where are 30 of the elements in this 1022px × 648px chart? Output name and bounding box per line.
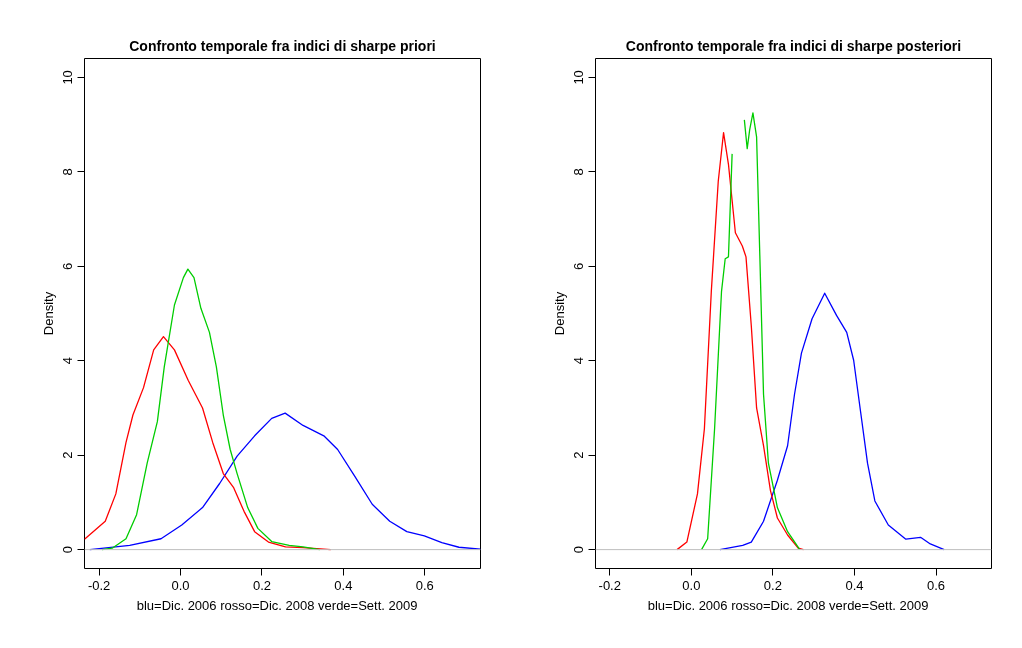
x-tick-label: 0.2 bbox=[252, 577, 271, 593]
y-tick-label: 8 bbox=[60, 168, 76, 176]
y-tick-label: 0 bbox=[60, 545, 76, 554]
y-tick-label: 4 bbox=[571, 357, 587, 365]
y-axis-title: Density bbox=[551, 291, 567, 336]
y-tick-label: 2 bbox=[571, 451, 587, 459]
y-tick-label: 10 bbox=[60, 70, 76, 85]
x-tick-label: -0.2 bbox=[598, 577, 621, 593]
y-tick-label: 8 bbox=[571, 168, 587, 176]
y-axis-title: Density bbox=[40, 291, 56, 336]
x-tick-label: 0.4 bbox=[845, 577, 864, 593]
y-tick-label: 0 bbox=[571, 545, 587, 554]
x-tick-label: 0.6 bbox=[415, 577, 434, 593]
x-axis-title: blu=Dic. 2006 rosso=Dic. 2008 verde=Sett. 2009 bbox=[136, 597, 418, 613]
x-tick-label: 0.0 bbox=[682, 577, 701, 593]
x-tick-label: 0.4 bbox=[334, 577, 353, 593]
y-tick-label: 6 bbox=[571, 262, 587, 270]
chart-title: Confronto temporale fra indici di sharpe posteriori bbox=[625, 37, 962, 54]
x-tick-label: 0.6 bbox=[927, 577, 946, 593]
x-tick-label: -0.2 bbox=[87, 577, 111, 593]
x-axis-title: blu=Dic. 2006 rosso=Dic. 2008 verde=Sett. 2009 bbox=[647, 597, 929, 613]
y-tick-label: 4 bbox=[60, 357, 76, 365]
x-tick-label: 0.2 bbox=[763, 577, 782, 593]
y-tick-label: 6 bbox=[60, 262, 76, 270]
line-series bbox=[719, 292, 945, 551]
chart-title: Confronto temporale fra indici di sharpe priori bbox=[129, 37, 436, 54]
x-tick-label: 0.0 bbox=[171, 577, 190, 593]
line-series bbox=[676, 131, 805, 551]
y-tick-label: 2 bbox=[60, 451, 76, 459]
y-tick-label: 10 bbox=[571, 70, 587, 85]
